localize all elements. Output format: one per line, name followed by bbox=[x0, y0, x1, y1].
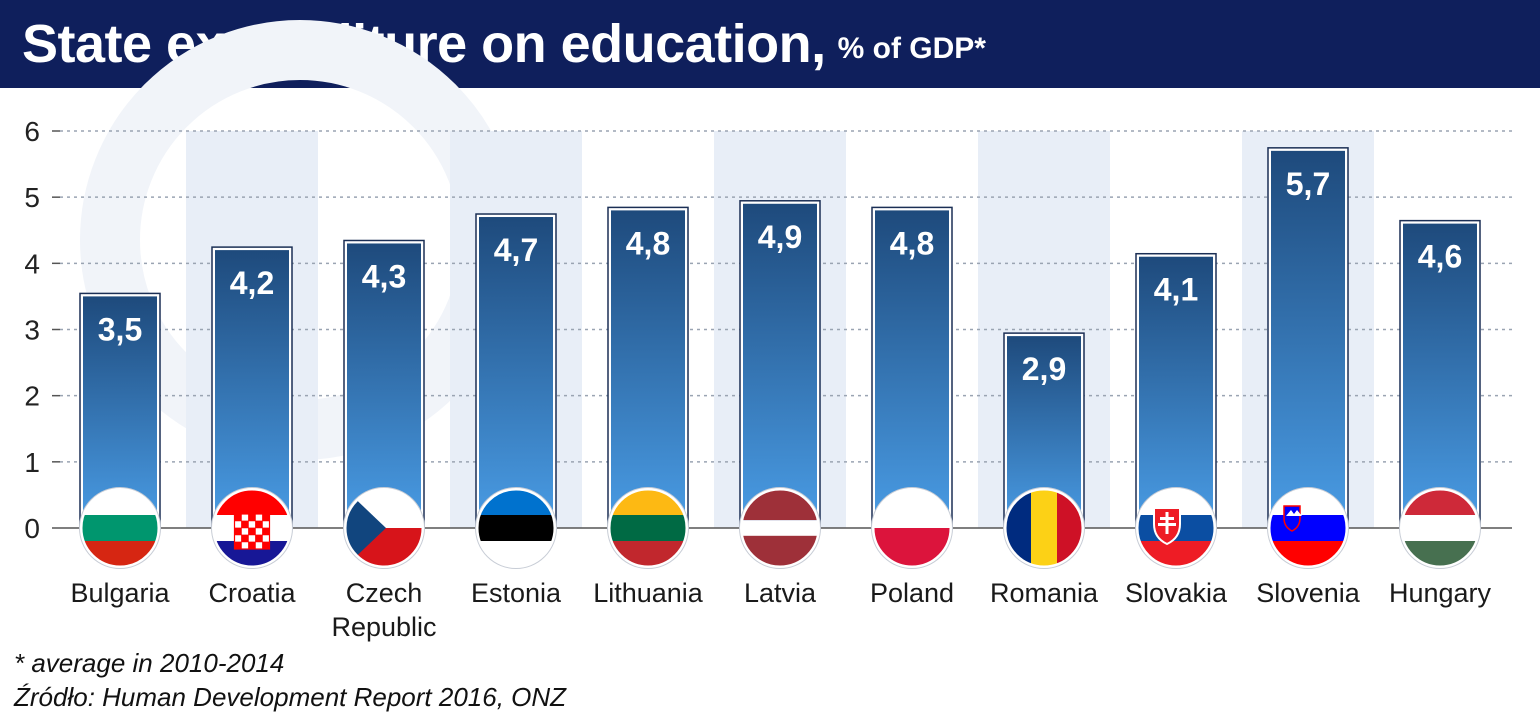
flag-ring bbox=[475, 487, 557, 569]
flag-ring-outer bbox=[607, 487, 689, 569]
flag-ring bbox=[1267, 487, 1349, 569]
flag-ring bbox=[1135, 487, 1217, 569]
bar-value-label: 4,1 bbox=[1154, 272, 1198, 308]
flag-ring-outer bbox=[475, 487, 557, 569]
flag-ring bbox=[607, 487, 689, 569]
bar-group: 4,8 bbox=[871, 206, 953, 529]
y-tick-label: 6 bbox=[24, 116, 40, 147]
bar-group: 4,8 bbox=[607, 206, 689, 529]
x-tick-label: Slovakia bbox=[1125, 578, 1228, 608]
x-tick-label: Hungary bbox=[1389, 578, 1492, 608]
bar bbox=[1139, 256, 1213, 528]
x-tick-label: Croatia bbox=[208, 578, 296, 608]
y-tick-label: 2 bbox=[24, 381, 40, 412]
x-tick-label: Slovenia bbox=[1256, 578, 1361, 608]
x-tick-label: Republic bbox=[331, 612, 436, 642]
bar-value-label: 2,9 bbox=[1022, 351, 1066, 387]
bar-group: 4,9 bbox=[739, 200, 821, 529]
x-tick-label: Bulgaria bbox=[70, 578, 170, 608]
bar-value-label: 4,2 bbox=[230, 265, 274, 301]
flag-ring bbox=[1003, 487, 1085, 569]
bar bbox=[743, 203, 817, 529]
bar-value-label: 3,5 bbox=[98, 311, 142, 347]
flag-ring-outer bbox=[1135, 487, 1217, 569]
flag-ring bbox=[211, 487, 293, 569]
flag-ring bbox=[871, 487, 953, 569]
flag-ring-outer bbox=[1003, 487, 1085, 569]
x-tick-label: Lithuania bbox=[593, 578, 704, 608]
flag-ring bbox=[1399, 487, 1481, 569]
bar bbox=[479, 217, 553, 528]
flag-ring-outer bbox=[871, 487, 953, 569]
x-tick-label: Romania bbox=[990, 578, 1099, 608]
source-note: Źródło: Human Development Report 2016, O… bbox=[14, 682, 567, 712]
bar bbox=[1271, 150, 1345, 528]
flag-ring-outer bbox=[79, 487, 161, 569]
bar-group: 4,6 bbox=[1399, 219, 1481, 529]
flag-ring bbox=[79, 487, 161, 569]
flag-ring-outer bbox=[211, 487, 293, 569]
bar-group: 4,2 bbox=[211, 246, 293, 529]
x-tick-label: Latvia bbox=[744, 578, 817, 608]
bar-value-label: 4,8 bbox=[626, 225, 670, 261]
y-tick-label: 3 bbox=[24, 315, 40, 346]
bar bbox=[1403, 223, 1477, 528]
y-tick-label: 5 bbox=[24, 182, 40, 213]
bar-value-label: 5,7 bbox=[1286, 166, 1330, 202]
flag-ring-outer bbox=[1399, 487, 1481, 569]
x-tick-label: Poland bbox=[870, 578, 954, 608]
x-tick-label: Czech bbox=[346, 578, 423, 608]
bar-group: 4,3 bbox=[343, 239, 425, 529]
bar-value-label: 4,3 bbox=[362, 258, 406, 294]
chart-subtitle: % of GDP* bbox=[837, 32, 986, 65]
bar bbox=[611, 210, 685, 528]
flag-ring-outer bbox=[1267, 487, 1349, 569]
flag-ring bbox=[343, 487, 425, 569]
bar-group: 5,7 bbox=[1267, 147, 1349, 529]
bar-value-label: 4,6 bbox=[1418, 239, 1462, 275]
bar bbox=[347, 243, 421, 528]
y-tick-label: 1 bbox=[24, 447, 40, 478]
bar bbox=[215, 250, 289, 528]
flag-ring bbox=[739, 487, 821, 569]
bar-group: 4,7 bbox=[475, 213, 557, 529]
x-tick-label: Estonia bbox=[471, 578, 562, 608]
bar-value-label: 4,9 bbox=[758, 219, 802, 255]
y-tick-label: 0 bbox=[24, 513, 40, 544]
bar bbox=[875, 210, 949, 528]
bar-value-label: 4,7 bbox=[494, 232, 538, 268]
y-tick-label: 4 bbox=[24, 248, 40, 279]
flag-ring-outer bbox=[739, 487, 821, 569]
bar-group: 4,1 bbox=[1135, 252, 1217, 529]
footnote: * average in 2010-2014 bbox=[14, 648, 285, 678]
flag-ring-outer bbox=[343, 487, 425, 569]
bar-value-label: 4,8 bbox=[890, 225, 934, 261]
